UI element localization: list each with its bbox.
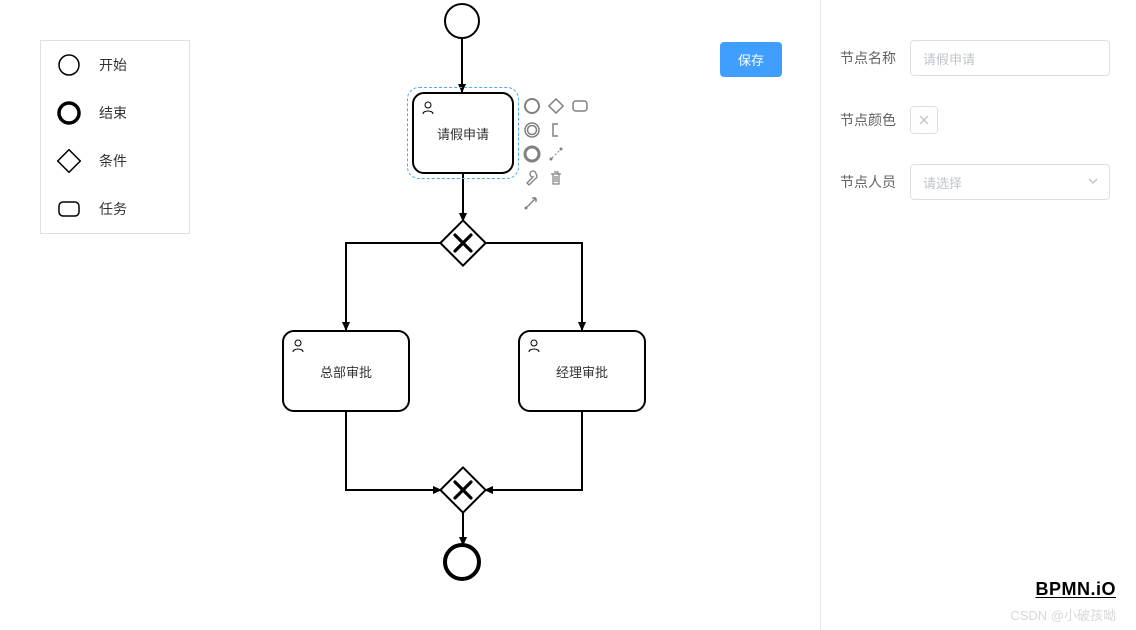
node-label: 请假申请 — [437, 124, 489, 143]
node-name-input[interactable]: 请假申请 — [910, 40, 1110, 76]
chevron-down-icon — [1087, 175, 1099, 190]
node-task-leave[interactable]: 请假申请 — [412, 92, 514, 174]
save-button[interactable]: 保存 — [720, 42, 782, 77]
ctx-trash-icon[interactable] — [546, 168, 566, 188]
user-icon — [420, 100, 436, 119]
node-color-label: 节点颜色 — [840, 110, 910, 130]
node-name-label: 节点名称 — [840, 48, 910, 68]
bpmn-logo[interactable]: BPMN.iO — [1035, 579, 1116, 600]
edge-hq-to-gw2[interactable] — [346, 412, 441, 490]
ctx-wrench-icon[interactable] — [522, 168, 542, 188]
node-personnel-select[interactable]: 请选择 — [910, 164, 1110, 200]
ctx-connect-arrow-icon[interactable] — [522, 192, 542, 212]
close-icon — [918, 114, 930, 126]
ctx-intermediate-event-icon[interactable] — [522, 120, 542, 140]
panel-divider — [820, 0, 821, 630]
node-personnel-label: 节点人员 — [840, 172, 910, 192]
context-pad — [522, 96, 590, 212]
node-task-mgr[interactable]: 经理审批 — [518, 330, 646, 412]
properties-panel: 节点名称 请假申请 节点颜色 节点人员 请选择 — [840, 40, 1110, 230]
user-icon — [526, 338, 542, 357]
ctx-annotation-icon[interactable] — [546, 120, 566, 140]
edge-mgr-to-gw2[interactable] — [485, 412, 582, 490]
node-gateway-1[interactable] — [440, 220, 485, 265]
user-icon — [290, 338, 306, 357]
ctx-gateway-icon[interactable] — [546, 96, 566, 116]
edge-gw1-to-hq[interactable] — [346, 243, 441, 330]
edge-gw1-to-mgr[interactable] — [485, 243, 582, 330]
node-end[interactable] — [445, 545, 479, 579]
node-label: 经理审批 — [556, 362, 608, 381]
ctx-connect-dotted-icon[interactable] — [546, 144, 566, 164]
node-name-value: 请假申请 — [923, 49, 975, 68]
select-placeholder: 请选择 — [923, 173, 962, 192]
node-task-hq[interactable]: 总部审批 — [282, 330, 410, 412]
ctx-end-event-icon[interactable] — [522, 144, 542, 164]
node-start[interactable] — [445, 4, 479, 38]
node-color-clear-button[interactable] — [910, 106, 938, 134]
node-label: 总部审批 — [320, 362, 372, 381]
ctx-task-icon[interactable] — [570, 96, 590, 116]
watermark: CSDN @小破孩呦 — [1010, 605, 1116, 624]
node-gateway-2[interactable] — [440, 467, 485, 512]
ctx-start-event-icon[interactable] — [522, 96, 542, 116]
